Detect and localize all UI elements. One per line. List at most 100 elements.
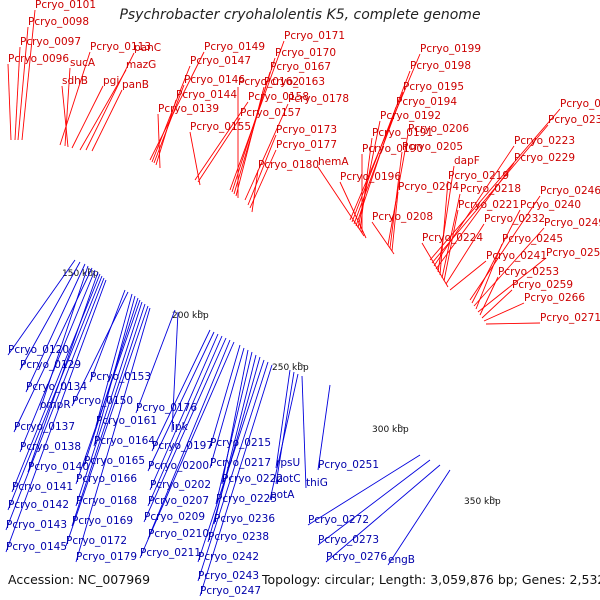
gene-labels: Pcryo_0101 Pcryo_0098 Pcryo_0097 Pcryo_0096… <box>6 0 600 597</box>
reverse-leader-line <box>197 359 265 563</box>
forward-gene-label: Pcryo_0266 <box>524 292 585 304</box>
forward-leader-line <box>421 242 449 288</box>
reverse-leader-line <box>197 361 269 582</box>
reverse-gene-label: rpsU <box>276 457 300 469</box>
reverse-leader-line <box>7 259 76 356</box>
reverse-gene-label: Pcryo_0242 <box>198 551 259 563</box>
forward-gene-label: Pcryo_0232 <box>484 213 545 225</box>
forward-gene-label: Pcryo_0146 <box>184 74 245 86</box>
forward-gene-label: panC <box>134 42 161 54</box>
forward-leader-line <box>477 257 547 313</box>
reverse-gene-label: ipk <box>172 421 189 433</box>
forward-gene-label: Pcryo_0113 <box>90 41 151 53</box>
reverse-gene-label: Pcryo_0207 <box>148 495 209 507</box>
reverse-gene-label: Pcryo_0134 <box>26 381 87 393</box>
reverse-gene-label: Pcryo_0179 <box>76 551 137 563</box>
reverse-gene-label: Pcryo_0120 <box>8 344 69 356</box>
reverse-leader-line <box>89 289 126 383</box>
forward-gene-label: Pcryo_0173 <box>276 124 337 136</box>
forward-leader-line <box>443 209 459 282</box>
reverse-leader-line <box>25 263 86 393</box>
forward-gene-label: Pcryo_0198 <box>410 60 471 72</box>
reverse-leader-line <box>209 347 245 469</box>
forward-leader-line <box>194 101 249 181</box>
forward-gene-label: Pcryo_0224 <box>422 232 483 244</box>
reverse-leader-line <box>387 469 451 566</box>
reverse-gene-label: Pcryo_0143 <box>6 519 67 531</box>
forward-leader-line <box>475 243 503 310</box>
reverse-leader-line <box>83 297 139 467</box>
reverse-gene-label: Pcryo_0197 <box>152 440 213 452</box>
forward-leader-line <box>485 322 541 325</box>
reverse-gene-label: Pcryo_0202 <box>150 479 211 491</box>
forward-leader-line <box>479 276 499 316</box>
reverse-leader-line <box>209 344 241 449</box>
forward-gene-label: Pcryo_0171 <box>284 30 345 42</box>
reverse-leader-line <box>143 337 227 523</box>
forward-gene-label: Pcryo_0158 <box>248 91 309 103</box>
forward-leader-line <box>445 223 485 285</box>
reverse-leader-line <box>215 351 253 505</box>
reverse-leader-line <box>7 275 103 511</box>
forward-gene-label: mazG <box>126 59 156 71</box>
forward-gene-label: Pcryo_0234 <box>560 98 600 110</box>
forward-leader-line <box>433 145 515 267</box>
reverse-gene-label: Pcryo_0243 <box>198 570 259 582</box>
forward-gene-label: Pcryo_0245 <box>502 233 563 245</box>
forward-leader-line <box>439 180 449 276</box>
forward-leader-line <box>483 302 525 322</box>
reverse-gene-label: Pcryo_0247 <box>200 585 261 597</box>
forward-gene-label: Pcryo_0162 <box>238 76 299 88</box>
forward-leader-line <box>235 86 265 197</box>
reverse-gene-label: Pcryo_0153 <box>90 371 151 383</box>
reverse-gene-label: Pcryo_0138 <box>20 441 81 453</box>
reverse-gene-label: Pcryo_0273 <box>318 534 379 546</box>
reverse-gene-label: Pcryo_0129 <box>20 359 81 371</box>
forward-gene-label: Pcryo_0204 <box>398 181 459 193</box>
scale-tick-label: 300 kbp <box>372 425 409 435</box>
reverse-gene-label: Pcryo_0236 <box>214 513 275 525</box>
scale-tick-label: 250 kbp <box>272 363 309 373</box>
forward-gene-label: Pcryo_0149 <box>204 41 265 53</box>
scale-tick-mark <box>297 361 305 367</box>
forward-leader-line <box>7 63 12 141</box>
forward-leader-line <box>197 117 241 183</box>
reverse-leader-line <box>71 291 129 407</box>
reverse-leader-line <box>147 335 223 507</box>
forward-leader-line <box>21 9 36 141</box>
reverse-gene-label: Pcryo_0172 <box>66 535 127 547</box>
reverse-leader-line <box>301 375 307 489</box>
reverse-leader-line <box>5 279 107 553</box>
forward-leader-line <box>17 26 29 141</box>
forward-leader-line <box>61 85 69 148</box>
reverse-leader-line <box>317 459 431 546</box>
forward-gene-label: Pcryo_0233 <box>548 114 600 126</box>
forward-gene-label: Pcryo_0147 <box>190 55 251 67</box>
reverse-leader-line <box>149 333 219 491</box>
forward-leader-line <box>79 69 127 151</box>
forward-gene-label: Pcryo_0180 <box>258 159 319 171</box>
reverse-gene-label: Pcryo_0145 <box>6 541 67 553</box>
forward-leader-line <box>371 221 395 255</box>
scale-tick-mark <box>489 495 497 501</box>
scale-tick-mark <box>197 309 205 315</box>
forward-gene-label: Pcryo_0229 <box>514 152 575 164</box>
reverse-gene-label: potA <box>270 489 295 501</box>
reverse-leader-line <box>75 301 143 507</box>
reverse-gene-label: Pcryo_0209 <box>144 511 205 523</box>
reverse-gene-label: Pcryo_0165 <box>84 455 145 467</box>
forward-leader-line <box>85 52 135 151</box>
reverse-gene-label: Pcryo_0225 <box>216 493 277 505</box>
forward-gene-label: Pcryo_0246 <box>540 185 600 197</box>
forward-leader-line <box>437 165 455 273</box>
forward-gene-label: Pcryo_0218 <box>460 183 521 195</box>
reverse-leader-line <box>19 261 81 371</box>
forward-gene-label: Pcryo_0259 <box>512 279 573 291</box>
forward-gene-label: Pcryo_0155 <box>190 121 251 133</box>
forward-gene-label: Pcryo_0241 <box>486 250 547 262</box>
reverse-leader-line <box>275 371 295 485</box>
reverse-leader-line <box>65 305 149 547</box>
forward-gene-label: Pcryo_0249 <box>544 217 600 229</box>
forward-leader-line <box>317 166 365 237</box>
